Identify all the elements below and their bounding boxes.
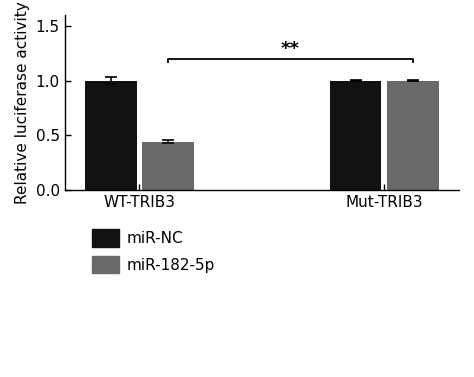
- Bar: [330, 81, 382, 190]
- Legend: miR-NC, miR-182-5p: miR-NC, miR-182-5p: [92, 229, 215, 273]
- Bar: [85, 81, 137, 190]
- Y-axis label: Relative luciferase activity: Relative luciferase activity: [15, 1, 30, 204]
- Text: **: **: [281, 40, 300, 58]
- Bar: [387, 81, 438, 190]
- Bar: [142, 142, 194, 190]
